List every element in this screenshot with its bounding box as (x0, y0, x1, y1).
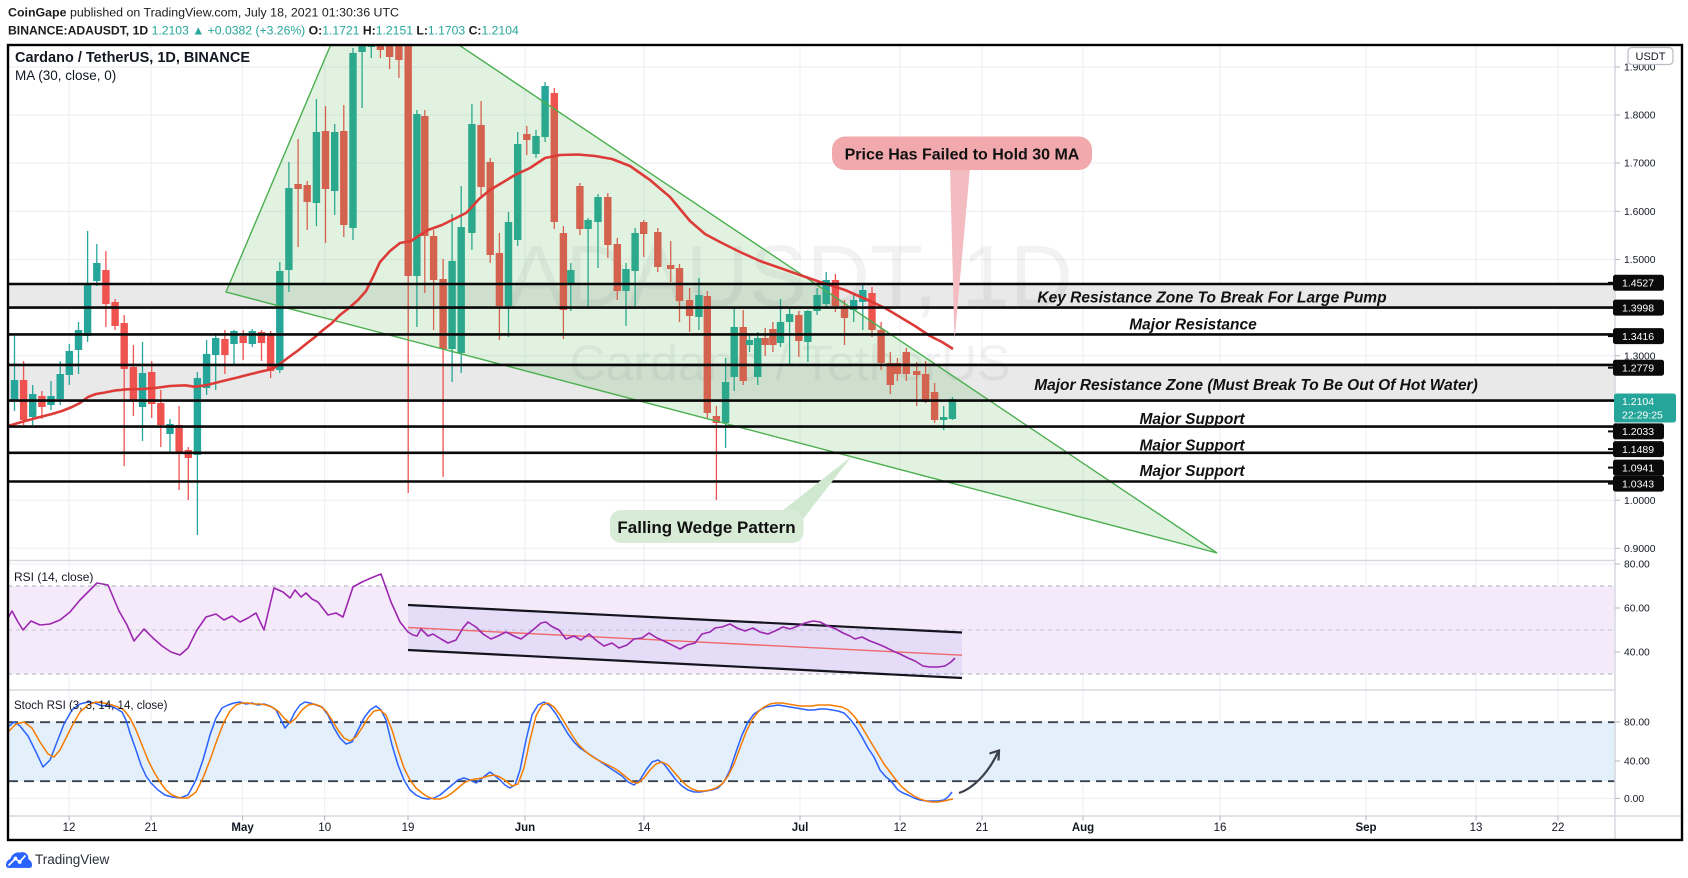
svg-text:1.4527: 1.4527 (1622, 278, 1654, 290)
svg-text:1.3000: 1.3000 (1624, 351, 1656, 362)
svg-text:Major Resistance: Major Resistance (1129, 317, 1257, 334)
svg-text:1.2104: 1.2104 (1622, 396, 1654, 408)
svg-text:22: 22 (1552, 822, 1565, 834)
svg-text:Major Support: Major Support (1139, 463, 1245, 480)
svg-text:Jun: Jun (515, 822, 535, 834)
svg-text:21: 21 (145, 822, 158, 834)
svg-text:Cardano / TetherUS, 1D, BINANC: Cardano / TetherUS, 1D, BINANCE (15, 50, 250, 66)
svg-text:13: 13 (1470, 822, 1483, 834)
svg-text:22:29:25: 22:29:25 (1622, 410, 1663, 422)
svg-text:TradingView: TradingView (35, 852, 110, 867)
svg-text:80.00: 80.00 (1624, 560, 1650, 571)
svg-text:12: 12 (63, 822, 76, 834)
svg-text:RSI (14, close): RSI (14, close) (14, 570, 93, 584)
svg-text:1.1489: 1.1489 (1622, 444, 1654, 456)
svg-text:May: May (231, 822, 254, 834)
svg-text:1.0000: 1.0000 (1624, 496, 1656, 507)
svg-text:Jul: Jul (792, 822, 809, 834)
svg-text:0.00: 0.00 (1624, 794, 1644, 805)
svg-text:1.0941: 1.0941 (1622, 462, 1654, 474)
svg-text:Major Resistance Zone (Must Br: Major Resistance Zone (Must Break To Be … (1034, 377, 1478, 394)
svg-text:21: 21 (976, 822, 989, 834)
svg-text:10: 10 (318, 822, 331, 834)
svg-text:40.00: 40.00 (1624, 648, 1650, 659)
svg-text:1.3416: 1.3416 (1622, 331, 1654, 343)
svg-text:MA (30, close, 0): MA (30, close, 0) (15, 68, 116, 83)
svg-text:14: 14 (638, 822, 651, 834)
svg-text:Price Has Failed to Hold 30 MA: Price Has Failed to Hold 30 MA (845, 147, 1080, 164)
svg-text:BINANCE:ADAUSDT, 1D 1.2103 ▲: BINANCE:ADAUSDT, 1D 1.2103 ▲ +0.0382 (+3… (8, 24, 519, 38)
svg-text:Falling Wedge Pattern: Falling Wedge Pattern (617, 518, 795, 537)
svg-text:1.7000: 1.7000 (1624, 159, 1656, 170)
svg-text:1.9000: 1.9000 (1624, 63, 1656, 74)
svg-text:0.9000: 0.9000 (1624, 544, 1656, 555)
svg-text:Key Resistance Zone To Break F: Key Resistance Zone To Break For Large P… (1037, 290, 1386, 307)
svg-text:Sep: Sep (1355, 822, 1376, 834)
svg-text:1.6000: 1.6000 (1624, 207, 1656, 218)
svg-text:1.2779: 1.2779 (1622, 363, 1654, 375)
svg-text:USDT: USDT (1636, 51, 1666, 63)
svg-text:12: 12 (894, 822, 907, 834)
svg-text:1.8000: 1.8000 (1624, 111, 1656, 122)
svg-text:1.2033: 1.2033 (1622, 426, 1654, 438)
svg-text:1.5000: 1.5000 (1624, 255, 1656, 266)
svg-text:CoinGape published on TradingV: CoinGape published on TradingView.com, J… (8, 6, 399, 20)
svg-text:1.3998: 1.3998 (1622, 302, 1654, 314)
svg-text:1.0343: 1.0343 (1622, 478, 1654, 490)
svg-text:Major Support: Major Support (1139, 438, 1245, 455)
svg-text:80.00: 80.00 (1624, 718, 1650, 729)
svg-text:Stoch RSI (3, 3, 14, 14, close: Stoch RSI (3, 3, 14, 14, close) (14, 700, 168, 712)
svg-text:40.00: 40.00 (1624, 757, 1650, 768)
svg-text:Aug: Aug (1072, 822, 1094, 834)
svg-text:Major Support: Major Support (1139, 411, 1245, 428)
svg-text:60.00: 60.00 (1624, 604, 1650, 615)
svg-text:19: 19 (402, 822, 415, 834)
svg-text:16: 16 (1214, 822, 1227, 834)
